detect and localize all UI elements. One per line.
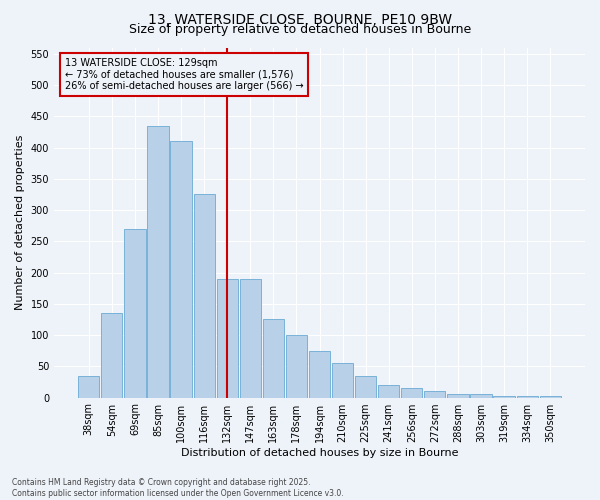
Bar	[424, 392, 445, 398]
Bar	[517, 396, 538, 398]
Bar	[78, 376, 100, 398]
Bar	[148, 126, 169, 398]
Text: 13, WATERSIDE CLOSE, BOURNE, PE10 9BW: 13, WATERSIDE CLOSE, BOURNE, PE10 9BW	[148, 12, 452, 26]
Bar	[263, 320, 284, 398]
Bar	[470, 394, 491, 398]
X-axis label: Distribution of detached houses by size in Bourne: Distribution of detached houses by size …	[181, 448, 458, 458]
Bar	[101, 313, 122, 398]
Text: 13 WATERSIDE CLOSE: 129sqm
← 73% of detached houses are smaller (1,576)
26% of s: 13 WATERSIDE CLOSE: 129sqm ← 73% of deta…	[65, 58, 303, 91]
Bar	[124, 229, 146, 398]
Bar	[355, 376, 376, 398]
Text: Size of property relative to detached houses in Bourne: Size of property relative to detached ho…	[129, 22, 471, 36]
Bar	[309, 350, 330, 398]
Y-axis label: Number of detached properties: Number of detached properties	[15, 135, 25, 310]
Bar	[378, 385, 400, 398]
Bar	[170, 142, 191, 398]
Bar	[539, 396, 561, 398]
Bar	[194, 194, 215, 398]
Bar	[401, 388, 422, 398]
Bar	[448, 394, 469, 398]
Bar	[239, 279, 261, 398]
Bar	[493, 396, 515, 398]
Text: Contains HM Land Registry data © Crown copyright and database right 2025.
Contai: Contains HM Land Registry data © Crown c…	[12, 478, 344, 498]
Bar	[332, 363, 353, 398]
Bar	[217, 279, 238, 398]
Bar	[286, 335, 307, 398]
